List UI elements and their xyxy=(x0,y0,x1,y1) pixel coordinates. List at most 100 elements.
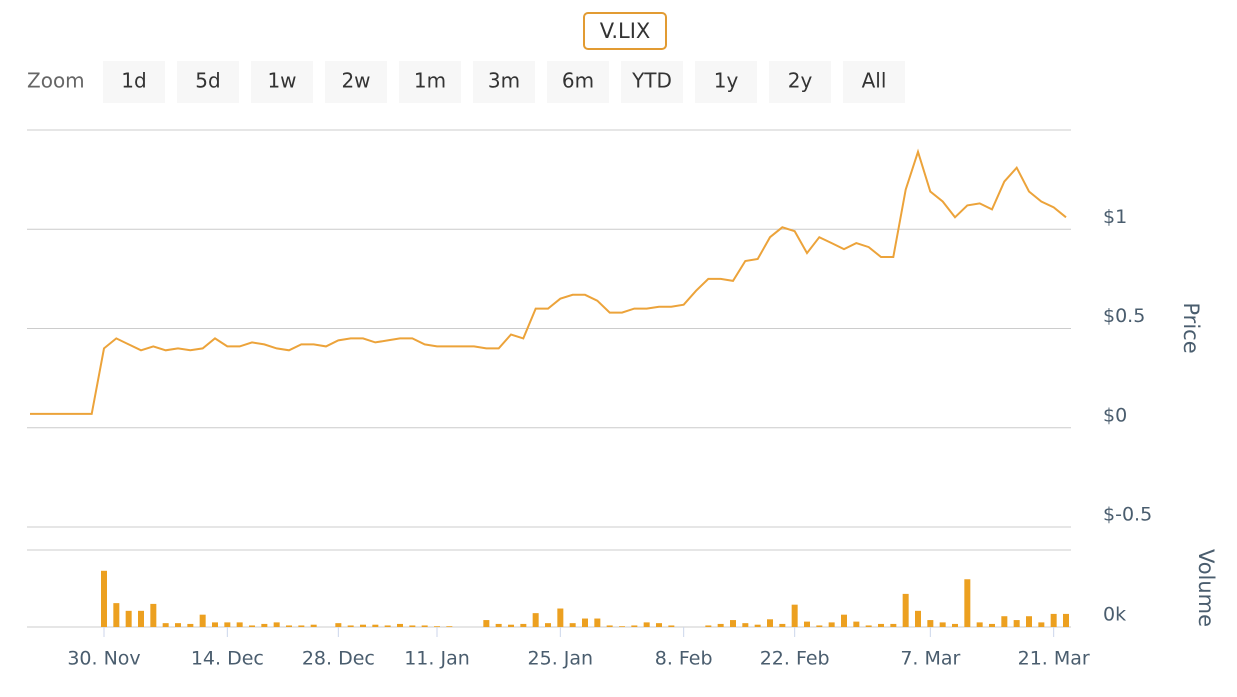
zoom-button[interactable]: 2w xyxy=(325,61,387,103)
volume-bar xyxy=(335,623,342,627)
volume-bar xyxy=(754,624,761,627)
button-bg xyxy=(177,61,239,103)
button-bg xyxy=(103,61,165,103)
volume-bar xyxy=(421,625,428,627)
zoom-button[interactable]: 1d xyxy=(103,61,165,103)
volume-bar xyxy=(508,624,514,627)
volume-bar xyxy=(730,620,736,627)
volume-bar xyxy=(113,603,120,627)
volume-bar xyxy=(397,623,403,627)
volume-bar xyxy=(1001,616,1008,627)
button-bg xyxy=(473,61,535,103)
volume-bar xyxy=(619,626,625,627)
button-bg xyxy=(843,61,905,103)
volume-bar xyxy=(828,622,835,627)
volume-bar xyxy=(434,626,440,627)
volume-bar xyxy=(187,623,194,627)
button-label: 2w xyxy=(341,69,370,93)
button-label: 1m xyxy=(414,69,446,93)
volume-bar xyxy=(310,624,317,627)
x-tick-label: 14. Dec xyxy=(191,648,264,670)
volume-bar xyxy=(150,603,157,627)
button-bg xyxy=(399,61,461,103)
volume-bar xyxy=(939,622,946,627)
volume-bar xyxy=(224,622,231,627)
zoom-button[interactable]: All xyxy=(843,61,905,103)
x-tick-label: 7. Mar xyxy=(900,648,960,670)
volume-bar xyxy=(902,593,909,627)
volume-bar xyxy=(656,623,662,627)
y-tick-label: $-0.5 xyxy=(1103,504,1152,526)
volume-bar xyxy=(298,625,305,627)
volume-bar xyxy=(261,623,268,627)
chart-title: V.LIX xyxy=(600,19,651,43)
volume-bar xyxy=(236,622,243,627)
button-bg xyxy=(547,61,609,103)
volume-bar xyxy=(717,623,724,627)
x-tick-label: 30. Nov xyxy=(67,648,140,670)
button-bg xyxy=(251,61,313,103)
zoom-button[interactable]: 6m xyxy=(547,61,609,103)
volume-bar xyxy=(175,623,181,627)
y-tick-label: $0 xyxy=(1103,404,1127,426)
button-label: 1w xyxy=(267,69,296,93)
zoom-button[interactable]: 1y xyxy=(695,61,757,103)
zoom-button[interactable]: 5d xyxy=(177,61,239,103)
volume-bar xyxy=(347,625,354,627)
y2-axis-title: Volume xyxy=(1194,549,1218,627)
volume-bar xyxy=(668,625,675,627)
volume-bar xyxy=(816,625,823,627)
button-bg xyxy=(325,61,387,103)
volume-bar xyxy=(532,613,539,627)
volume-bar xyxy=(162,623,169,627)
volume-bar xyxy=(557,608,564,627)
volume-bar xyxy=(446,626,453,627)
volume-bar xyxy=(853,621,860,627)
x-tick-label: 8. Feb xyxy=(655,648,713,670)
volume-bar xyxy=(483,620,490,627)
volume-bar xyxy=(1063,613,1069,627)
volume-bar xyxy=(199,614,206,627)
zoom-button[interactable]: 1m xyxy=(399,61,461,103)
volume-bar xyxy=(1038,622,1045,627)
zoom-button[interactable]: 2y xyxy=(769,61,831,103)
y-tick-label: $1 xyxy=(1103,206,1127,228)
button-bg xyxy=(769,61,831,103)
price-line xyxy=(30,148,1067,415)
button-label: YTD xyxy=(631,69,672,93)
title-box xyxy=(583,12,667,50)
volume-bar xyxy=(101,570,107,627)
volume-bar xyxy=(976,622,983,627)
volume-bar xyxy=(779,623,786,627)
volume-bar xyxy=(865,625,872,627)
volume-bar xyxy=(631,625,638,627)
button-label: 1y xyxy=(714,69,739,93)
button-label: 2y xyxy=(788,69,813,93)
y2-tick-label: 0k xyxy=(1103,604,1126,626)
volume-bar xyxy=(545,623,551,627)
button-label: 6m xyxy=(562,69,594,93)
volume-bar xyxy=(273,622,280,627)
volume-bar xyxy=(952,623,958,627)
volume-bar xyxy=(841,614,847,627)
volume-bar xyxy=(705,625,712,627)
zoom-button[interactable]: 3m xyxy=(473,61,535,103)
volume-bar xyxy=(742,623,749,627)
zoom-button[interactable]: YTD xyxy=(621,61,683,103)
volume-bar xyxy=(804,621,810,627)
zoom-button[interactable]: 1w xyxy=(251,61,313,103)
button-label: All xyxy=(862,69,887,93)
volume-bar xyxy=(643,622,650,627)
volume-bar xyxy=(409,625,416,627)
volume-bar xyxy=(138,610,144,627)
button-label: 1d xyxy=(121,69,146,93)
button-bg xyxy=(621,61,683,103)
volume-bar xyxy=(1013,620,1020,627)
volume-bar xyxy=(360,624,366,627)
x-tick-label: 22. Feb xyxy=(760,648,830,670)
button-bg xyxy=(695,61,757,103)
volume-bar xyxy=(495,623,502,627)
volume-bar xyxy=(927,620,934,627)
x-tick-label: 21. Mar xyxy=(1018,648,1090,670)
